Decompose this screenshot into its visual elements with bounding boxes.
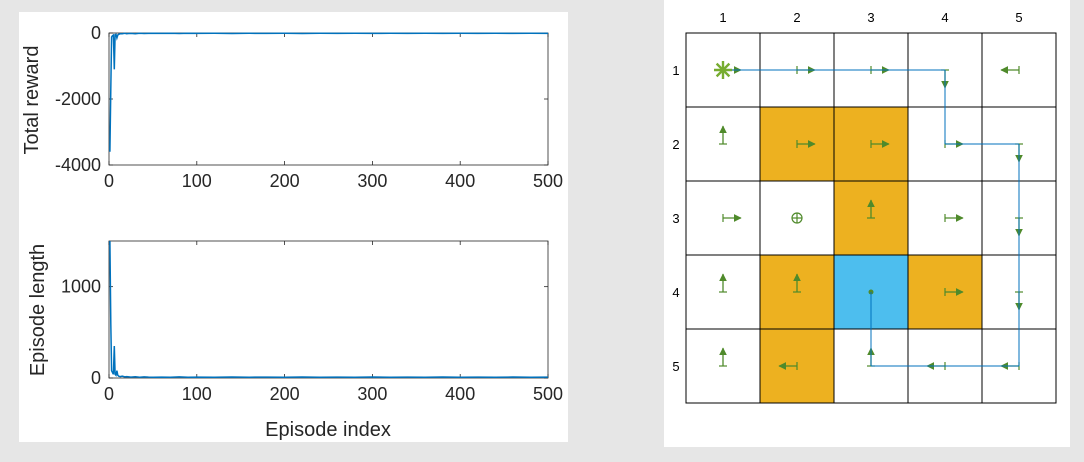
- x-tick-label: 0: [104, 384, 114, 404]
- x-tick-label: 400: [445, 171, 475, 191]
- start-star-stroke: [715, 62, 731, 78]
- y-tick-label: -4000: [55, 155, 101, 175]
- chart1-ylabel: Episode length: [27, 244, 49, 376]
- row-label: 1: [672, 63, 679, 78]
- y-tick-label: -2000: [55, 89, 101, 109]
- column-label: 1: [719, 10, 726, 25]
- x-tick-label: 0: [104, 171, 114, 191]
- chart0-ylabel: Total reward: [21, 46, 43, 155]
- x-tick-label: 500: [533, 171, 563, 191]
- chart1-xlabel: Episode index: [265, 419, 391, 441]
- y-tick-label: 0: [91, 23, 101, 43]
- grid-world: 1 2 3 4 5 1 2 3 4 5: [672, 10, 1057, 404]
- row-label: 2: [672, 137, 679, 152]
- column-label: 5: [1015, 10, 1022, 25]
- x-tick-label: 200: [270, 171, 300, 191]
- chart0-series-line: [109, 32, 549, 152]
- x-tick-label: 300: [357, 384, 387, 404]
- x-tick-label: 500: [533, 384, 563, 404]
- chart1-axes-box: [108, 240, 549, 379]
- chart1-series-line: [109, 240, 549, 379]
- y-tick-label: 0: [91, 368, 101, 388]
- x-tick-label: 100: [182, 171, 212, 191]
- y-tick-label: 1000: [61, 277, 101, 297]
- column-label: 3: [867, 10, 874, 25]
- episode-length-chart: Episode length Episode index 0 100 200 300 4…: [27, 240, 563, 441]
- x-tick-label: 300: [357, 171, 387, 191]
- row-label: 5: [672, 359, 679, 374]
- x-tick-label: 100: [182, 384, 212, 404]
- x-tick-label: 200: [270, 384, 300, 404]
- column-label: 4: [941, 10, 948, 25]
- column-label: 2: [793, 10, 800, 25]
- row-label: 4: [672, 285, 679, 300]
- row-label: 3: [672, 211, 679, 226]
- chart0-axes-box: [108, 32, 549, 166]
- x-tick-label: 400: [445, 384, 475, 404]
- total-reward-chart: Total reward 0 100 200 300 400 500 -4000 -2000 0: [21, 23, 563, 191]
